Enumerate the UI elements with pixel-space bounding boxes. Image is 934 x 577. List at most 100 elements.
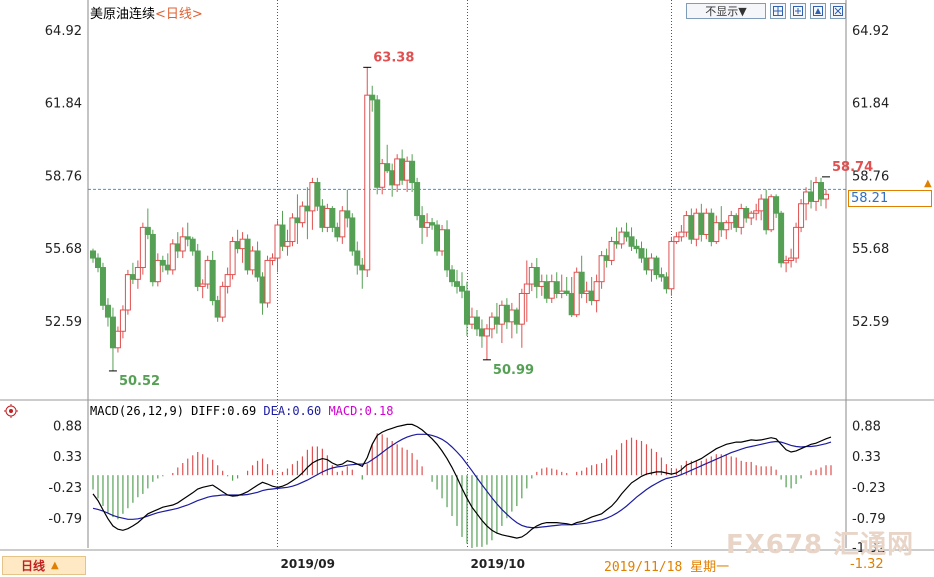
candle-body — [648, 257, 655, 271]
candle-body — [748, 212, 755, 219]
high-label: 58.74 — [832, 160, 873, 175]
candle-body — [414, 182, 421, 217]
candle-body — [563, 290, 570, 294]
candle-body — [798, 203, 805, 228]
candle-body — [738, 208, 745, 228]
period-button[interactable]: 日线 ▲ — [2, 556, 86, 575]
candle-body — [149, 233, 156, 283]
candle-body — [179, 236, 186, 252]
y-tick-label-left: 61.84 — [45, 97, 82, 112]
candle-body — [94, 257, 101, 269]
candle-body — [389, 170, 396, 186]
candle-body — [449, 269, 456, 283]
y-tick-label-left: 58.76 — [45, 169, 82, 184]
candle-body — [434, 224, 441, 252]
candle-body — [159, 259, 166, 266]
y-tick-label-right: 55.68 — [852, 242, 889, 257]
watermark: FX678 汇通网 — [726, 530, 915, 560]
candle-body — [628, 236, 635, 247]
candle-body — [439, 229, 446, 252]
candle-body — [523, 283, 530, 294]
candle-body — [164, 264, 171, 271]
candle-body — [603, 255, 610, 261]
candle-body — [199, 283, 206, 287]
candle-body — [793, 226, 800, 259]
y-tick-label-left: 64.92 — [45, 24, 82, 39]
macd-y-tick-right: 0.33 — [852, 450, 881, 465]
candle-body — [703, 212, 710, 235]
candle-body — [229, 241, 236, 276]
candle-body — [279, 224, 286, 247]
candle-body — [718, 222, 725, 231]
timeframe-label: <日线> — [155, 7, 203, 22]
candle-body — [209, 259, 216, 302]
candle-body — [818, 182, 825, 200]
candle-body — [663, 276, 670, 290]
current-price-box: 58.21 — [848, 190, 932, 207]
candle-body — [384, 163, 391, 172]
candle-body — [758, 198, 765, 212]
candle-body — [399, 158, 406, 181]
candle-body — [324, 208, 331, 228]
bar-chart-icon[interactable] — [810, 3, 826, 19]
candle-body — [404, 160, 411, 181]
period-label: 日线 — [21, 559, 46, 573]
chart-title: 美原油连续<日线> — [90, 3, 203, 22]
candle-body — [788, 257, 795, 261]
candle-body — [668, 241, 675, 290]
candle-body — [104, 304, 111, 318]
candle-body — [189, 238, 196, 252]
candle-body — [259, 276, 266, 304]
candle-body — [658, 274, 665, 278]
low-label: 50.52 — [119, 374, 160, 389]
candle-body — [264, 259, 271, 304]
display-select[interactable]: 不显示▼ — [686, 3, 766, 19]
candle-body — [119, 309, 126, 332]
candle-body — [424, 222, 431, 228]
candle-body — [548, 281, 555, 299]
macd-y-tick-right: -0.79 — [852, 512, 886, 527]
grid-icon[interactable] — [770, 3, 786, 19]
candle-body — [419, 215, 426, 228]
candle-body — [708, 212, 715, 243]
candle-body — [219, 285, 226, 318]
macd-y-tick-right: 0.88 — [852, 420, 881, 435]
candle-body — [289, 217, 296, 243]
candle-body — [319, 205, 326, 228]
candle-body — [239, 238, 246, 250]
macd-y-tick-left: -0.23 — [48, 481, 82, 496]
candle-body — [204, 259, 211, 285]
y-tick-label-right: 52.59 — [852, 315, 889, 330]
candle-body — [543, 281, 550, 299]
macd-settings-icon[interactable] — [4, 404, 18, 418]
candle-body — [578, 271, 585, 294]
candle-body — [588, 290, 595, 302]
candle-body — [568, 292, 575, 316]
candle-body — [608, 241, 615, 261]
macd-params: MACD(26,12,9) — [90, 404, 184, 418]
candle-body — [693, 212, 700, 240]
dea-line — [92, 433, 832, 529]
candle-body — [653, 257, 660, 276]
candle-body — [468, 316, 475, 325]
candle-body — [174, 243, 181, 252]
candle-body — [518, 292, 525, 325]
candle-body — [349, 217, 356, 252]
candle-body — [808, 191, 815, 202]
candle-body — [803, 191, 810, 205]
candle-body — [329, 208, 336, 228]
candle-body — [299, 205, 306, 224]
candle-body — [379, 163, 386, 188]
candle-body — [503, 304, 510, 323]
candle-body — [244, 238, 251, 271]
macd-diff-value: DIFF:0.69 — [191, 404, 257, 418]
candle-body — [184, 236, 191, 240]
candle-body — [354, 250, 361, 266]
chart-export-icon[interactable] — [830, 3, 846, 19]
candle-body — [109, 316, 116, 349]
zoom-in-icon[interactable] — [790, 3, 806, 19]
macd-dea-value: DEA:0.60 — [263, 404, 322, 418]
candle-body — [508, 309, 515, 323]
candle-body — [483, 328, 490, 337]
